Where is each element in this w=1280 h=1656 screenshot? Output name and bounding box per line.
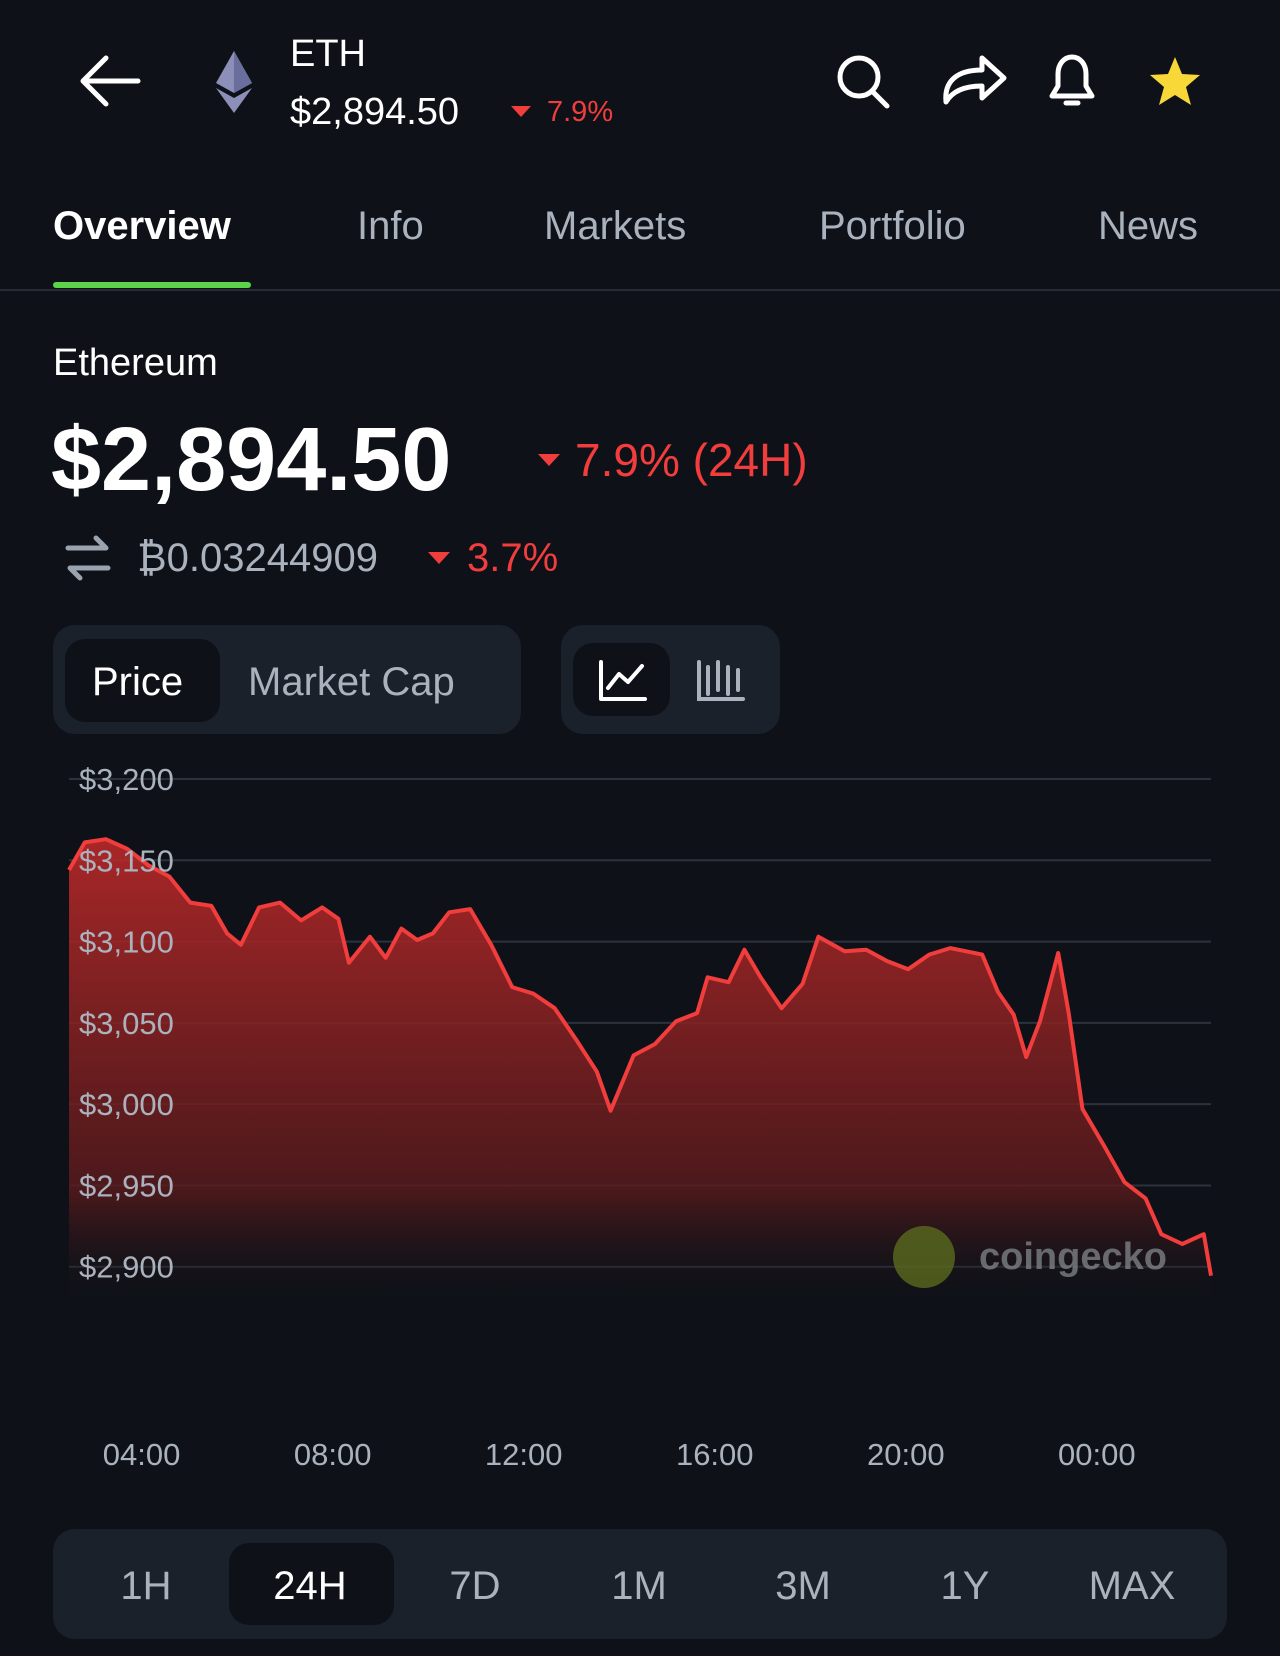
y-tick-label: $2,950 <box>79 1168 174 1203</box>
tab[interactable]: Overview <box>53 204 231 248</box>
y-tick-label: $3,100 <box>79 925 174 960</box>
down-arrow <box>511 106 531 117</box>
eth-logo <box>216 51 252 113</box>
tab-indicator <box>53 282 251 288</box>
symbol: ETH <box>290 33 366 75</box>
watermark-logo <box>893 1226 955 1288</box>
y-tick-label: $3,050 <box>79 1006 174 1041</box>
x-tick-label: 20:00 <box>867 1437 945 1472</box>
selected-pill <box>573 643 670 716</box>
x-tick-label: 16:00 <box>676 1437 754 1472</box>
tab[interactable]: Markets <box>544 204 687 248</box>
down-arrow <box>538 454 560 466</box>
y-tick-label: $2,900 <box>79 1250 174 1285</box>
range-button[interactable]: MAX <box>1088 1564 1176 1608</box>
range-button[interactable]: 24H <box>273 1564 347 1608</box>
search-button[interactable] <box>837 55 890 109</box>
range-button[interactable]: 1Y <box>940 1564 990 1608</box>
header-price: $2,894.50 <box>290 91 460 133</box>
price-change: 7.9% (24H) <box>575 434 808 486</box>
x-tick-label: 00:00 <box>1058 1437 1136 1472</box>
btc-change: 3.7% <box>467 536 559 580</box>
toggle-market-cap[interactable]: Market Cap <box>248 660 455 704</box>
header-icons <box>80 51 1200 113</box>
selected-pill <box>229 1543 394 1625</box>
share-button[interactable] <box>943 55 1007 105</box>
y-tick-label: $3,000 <box>79 1087 174 1122</box>
range-button[interactable]: 1M <box>611 1564 667 1608</box>
range-button[interactable]: 7D <box>449 1564 501 1608</box>
tab[interactable]: Portfolio <box>819 204 966 248</box>
x-tick-label: 12:00 <box>485 1437 563 1472</box>
tab[interactable]: News <box>1098 204 1199 248</box>
swap-icon <box>65 535 111 581</box>
divider <box>0 289 1280 291</box>
toggle-price[interactable]: Price <box>92 660 184 704</box>
bell-button[interactable] <box>1049 54 1095 106</box>
back-button[interactable] <box>80 55 141 107</box>
tab[interactable]: Info <box>357 204 424 248</box>
range-button[interactable]: 3M <box>775 1564 831 1608</box>
price-line <box>67 837 1213 1277</box>
range-button[interactable]: 1H <box>120 1564 172 1608</box>
btc-price: ₿0.03244909 <box>137 536 378 580</box>
x-tick-label: 08:00 <box>294 1437 372 1472</box>
selected-pill <box>65 639 220 722</box>
x-tick-label: 04:00 <box>103 1437 181 1472</box>
header-change: 7.9% <box>547 96 614 128</box>
watermark: coingecko <box>979 1236 1167 1278</box>
y-tick-label: $3,150 <box>79 843 174 878</box>
y-tick-label: $3,200 <box>79 762 174 797</box>
price: $2,894.50 <box>51 410 452 510</box>
down-arrow <box>428 552 450 564</box>
favorite-star[interactable] <box>1150 57 1200 105</box>
coin-name: Ethereum <box>53 342 218 384</box>
